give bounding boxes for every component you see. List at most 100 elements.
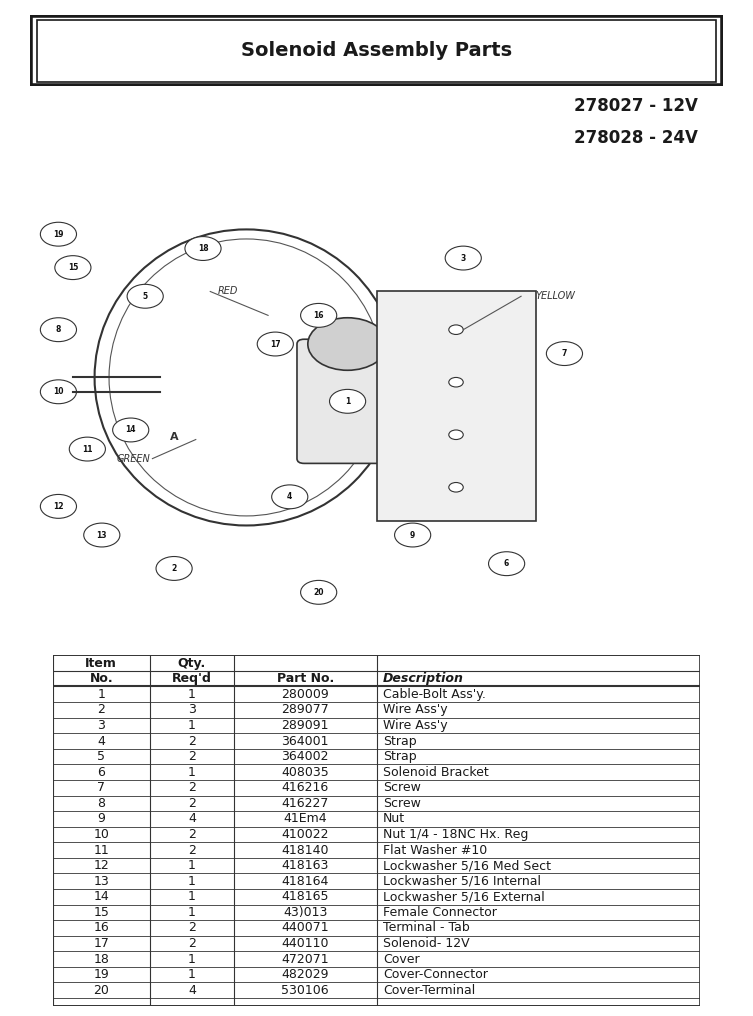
Text: Solenoid Bracket: Solenoid Bracket bbox=[383, 766, 489, 778]
Text: 418163: 418163 bbox=[282, 860, 329, 872]
Circle shape bbox=[449, 430, 463, 440]
Circle shape bbox=[308, 318, 387, 370]
Text: Description: Description bbox=[383, 673, 464, 685]
Text: Cable-Bolt Ass'y.: Cable-Bolt Ass'y. bbox=[383, 688, 486, 701]
Text: 1: 1 bbox=[345, 397, 350, 405]
Text: 4: 4 bbox=[188, 813, 196, 825]
Text: 8: 8 bbox=[56, 325, 61, 334]
Text: 278028 - 24V: 278028 - 24V bbox=[575, 129, 698, 146]
Circle shape bbox=[300, 304, 337, 327]
Text: 10: 10 bbox=[53, 387, 64, 396]
Text: Req'd: Req'd bbox=[172, 673, 212, 685]
Text: 1: 1 bbox=[188, 688, 196, 701]
Text: 5: 5 bbox=[97, 750, 105, 763]
Circle shape bbox=[41, 223, 77, 246]
Text: 15: 15 bbox=[93, 906, 109, 918]
Text: 2: 2 bbox=[188, 922, 196, 935]
Text: 2: 2 bbox=[188, 843, 196, 856]
Circle shape bbox=[84, 523, 120, 547]
Text: 1: 1 bbox=[188, 860, 196, 872]
Text: Qty.: Qty. bbox=[178, 656, 206, 670]
Text: 8: 8 bbox=[97, 797, 105, 810]
Text: 2: 2 bbox=[97, 703, 105, 716]
Text: Lockwasher 5/16 External: Lockwasher 5/16 External bbox=[383, 890, 544, 903]
Text: 4: 4 bbox=[97, 735, 105, 748]
Text: 2: 2 bbox=[188, 937, 196, 950]
Text: Cover: Cover bbox=[383, 953, 419, 965]
Circle shape bbox=[449, 325, 463, 334]
Text: 280009: 280009 bbox=[282, 688, 329, 701]
Text: 2: 2 bbox=[188, 828, 196, 841]
Circle shape bbox=[547, 341, 583, 366]
Text: 440110: 440110 bbox=[282, 937, 329, 950]
Text: Cover-Terminal: Cover-Terminal bbox=[383, 983, 475, 997]
Circle shape bbox=[185, 237, 221, 260]
Text: Cover-Connector: Cover-Connector bbox=[383, 968, 488, 981]
Text: 289077: 289077 bbox=[282, 703, 329, 716]
Text: 18: 18 bbox=[93, 953, 109, 965]
Text: 408035: 408035 bbox=[282, 766, 329, 778]
Text: 17: 17 bbox=[93, 937, 109, 950]
Text: Wire Ass'y: Wire Ass'y bbox=[383, 703, 447, 716]
Text: 1: 1 bbox=[188, 766, 196, 778]
Text: 418165: 418165 bbox=[282, 890, 329, 903]
Text: 20: 20 bbox=[313, 588, 324, 596]
Text: 3: 3 bbox=[97, 719, 105, 732]
Text: A: A bbox=[169, 432, 178, 442]
Circle shape bbox=[41, 318, 77, 341]
Text: Flat Washer #10: Flat Washer #10 bbox=[383, 843, 487, 856]
Text: 1: 1 bbox=[188, 906, 196, 918]
Text: 9: 9 bbox=[410, 530, 415, 539]
Circle shape bbox=[156, 557, 192, 580]
Text: 11: 11 bbox=[82, 445, 93, 453]
Text: 278027 - 12V: 278027 - 12V bbox=[575, 98, 698, 115]
Circle shape bbox=[113, 418, 149, 442]
Circle shape bbox=[489, 552, 525, 576]
Circle shape bbox=[395, 523, 431, 547]
Circle shape bbox=[300, 580, 337, 605]
Text: 364002: 364002 bbox=[282, 750, 329, 763]
Text: Nut: Nut bbox=[383, 813, 405, 825]
Circle shape bbox=[55, 256, 91, 279]
Text: 410022: 410022 bbox=[282, 828, 329, 841]
Text: 482029: 482029 bbox=[282, 968, 329, 981]
Text: 1: 1 bbox=[97, 688, 105, 701]
Text: 416216: 416216 bbox=[282, 781, 329, 795]
Text: 1: 1 bbox=[188, 890, 196, 903]
Text: Strap: Strap bbox=[383, 750, 416, 763]
Text: 1: 1 bbox=[188, 968, 196, 981]
Text: 418164: 418164 bbox=[282, 875, 329, 888]
Text: 9: 9 bbox=[97, 813, 105, 825]
Text: 16: 16 bbox=[313, 311, 324, 320]
Text: 19: 19 bbox=[93, 968, 109, 981]
Text: 418140: 418140 bbox=[282, 843, 329, 856]
Circle shape bbox=[330, 389, 366, 414]
Circle shape bbox=[127, 284, 163, 308]
Text: Item: Item bbox=[85, 656, 117, 670]
Circle shape bbox=[445, 246, 481, 270]
Text: 5: 5 bbox=[142, 292, 148, 301]
Text: 14: 14 bbox=[126, 426, 136, 435]
Text: Strap: Strap bbox=[383, 735, 416, 748]
Text: 416227: 416227 bbox=[282, 797, 329, 810]
Text: Part No.: Part No. bbox=[276, 673, 334, 685]
Text: 4: 4 bbox=[287, 493, 292, 501]
Text: GREEN: GREEN bbox=[116, 453, 150, 463]
Text: 19: 19 bbox=[53, 230, 64, 239]
Text: RED: RED bbox=[218, 287, 238, 297]
Text: Female Connector: Female Connector bbox=[383, 906, 497, 918]
Text: 440071: 440071 bbox=[282, 922, 329, 935]
Text: 3: 3 bbox=[461, 254, 466, 262]
Text: 41Em4: 41Em4 bbox=[283, 813, 327, 825]
Circle shape bbox=[41, 495, 77, 518]
Text: 364001: 364001 bbox=[282, 735, 329, 748]
Text: 1: 1 bbox=[188, 719, 196, 732]
Circle shape bbox=[69, 437, 105, 461]
Text: 11: 11 bbox=[93, 843, 109, 856]
Text: 43)013: 43)013 bbox=[283, 906, 328, 918]
Text: 1: 1 bbox=[188, 875, 196, 888]
Text: 17: 17 bbox=[270, 339, 281, 348]
Text: 13: 13 bbox=[96, 530, 107, 539]
Circle shape bbox=[449, 483, 463, 492]
Circle shape bbox=[272, 485, 308, 509]
